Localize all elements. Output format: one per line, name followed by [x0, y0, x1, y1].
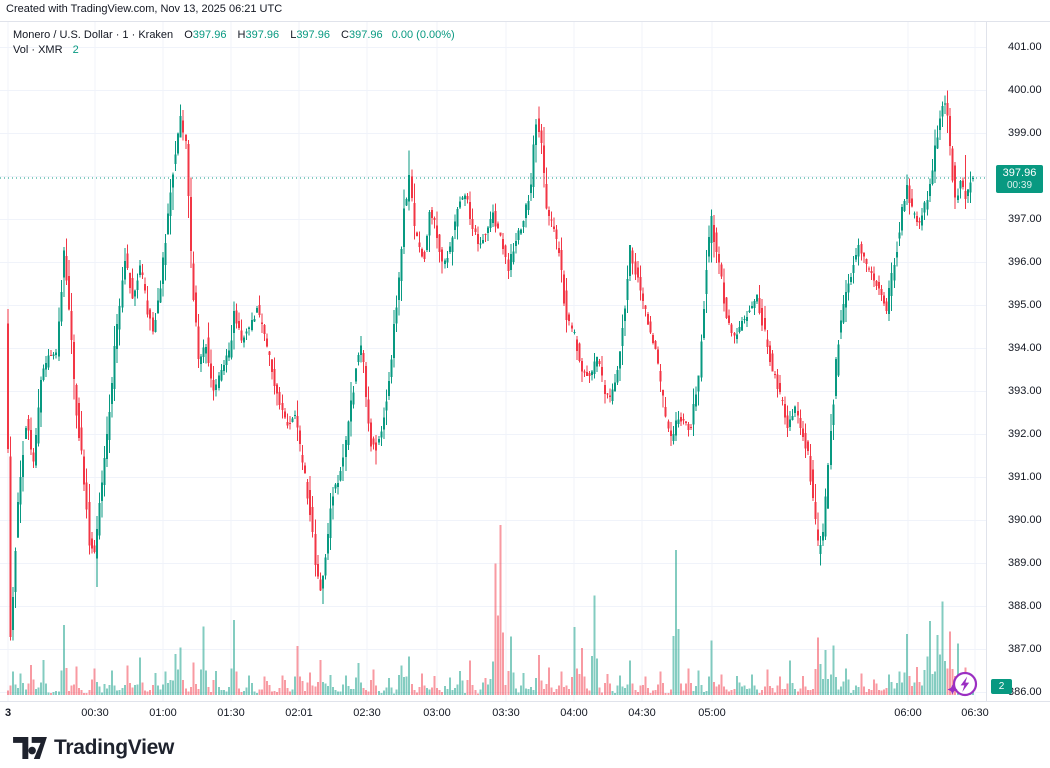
legend-line-main: Monero / U.S. Dollar · 1 · Kraken O397.9… — [13, 28, 455, 43]
time-axis-label: 06:30 — [961, 707, 989, 719]
ohlc-low: L397.96 — [290, 29, 330, 41]
price-axis-label: 392.00 — [1008, 428, 1042, 441]
time-axis-label: 05:00 — [698, 707, 726, 719]
time-axis-label: 01:30 — [217, 707, 245, 719]
current-price-badge: 397.96 00:39 — [996, 165, 1043, 193]
time-axis-label: 02:30 — [353, 707, 381, 719]
price-axis-label: 400.00 — [1008, 84, 1042, 97]
price-change: 0.00 (0.00%) — [391, 29, 455, 41]
price-axis-label: 396.00 — [1008, 256, 1042, 269]
time-axis-label: 03:30 — [492, 707, 520, 719]
price-axis-label: 399.00 — [1008, 127, 1042, 140]
time-axis-label: 03:00 — [423, 707, 451, 719]
volume-indicator-label: Vol · XMR — [13, 44, 63, 56]
price-axis-label: 387.00 — [1008, 643, 1042, 656]
boost-lightning-icon[interactable] — [944, 667, 982, 701]
symbol-title: Monero / U.S. Dollar · 1 · Kraken — [13, 29, 174, 41]
tradingview-brand-text: TradingView — [54, 736, 175, 759]
price-axis-label: 397.00 — [1008, 213, 1042, 226]
attribution-text: Created with TradingView.com, Nov 13, 20… — [6, 3, 283, 15]
price-axis-label: 389.00 — [1008, 557, 1042, 570]
price-axis-label: 386.00 — [1008, 686, 1042, 699]
time-axis-label: 04:30 — [628, 707, 656, 719]
ohlc-high: H397.96 — [237, 29, 280, 41]
price-axis[interactable]: 397.96 00:39 2 401.00 400.00 399.00 397.00 3… — [986, 22, 1050, 701]
tradingview-logo-link[interactable]: TradingView — [13, 736, 174, 760]
ohlc-open: O397.96 — [184, 29, 227, 41]
footer: TradingView — [13, 734, 174, 762]
price-axis-label: 391.00 — [1008, 471, 1042, 484]
price-axis-label: 395.00 — [1008, 299, 1042, 312]
tradingview-logo-icon — [13, 737, 47, 759]
price-axis-label: 393.00 — [1008, 385, 1042, 398]
time-axis-label: 04:00 — [560, 707, 588, 719]
time-axis-label: 01:00 — [149, 707, 177, 719]
time-axis-label: 3 — [4, 707, 12, 719]
ohlc-close: C397.96 — [341, 29, 383, 41]
time-axis-label: 02:01 — [285, 707, 313, 719]
price-chart-plot[interactable]: Monero / U.S. Dollar · 1 · Kraken O397.9… — [0, 22, 986, 701]
chart-widget: Monero / U.S. Dollar · 1 · Kraken O397.9… — [0, 21, 1050, 724]
price-axis-label: 388.00 — [1008, 600, 1042, 613]
legend-line-volume: Vol · XMR 2 — [13, 43, 455, 58]
volume-value-badge: 2 — [991, 679, 1012, 694]
current-price-value: 397.96 — [1002, 167, 1037, 179]
time-axis-label: 00:30 — [81, 707, 109, 719]
time-axis-label: 06:00 — [894, 707, 922, 719]
time-axis[interactable]: 3 00:30 01:00 01:30 02:01 02:30 03:00 03:30 04:0… — [0, 701, 1050, 725]
symbol-legend: Monero / U.S. Dollar · 1 · Kraken O397.9… — [13, 28, 455, 58]
price-axis-label: 390.00 — [1008, 514, 1042, 527]
price-axis-label: 394.00 — [1008, 342, 1042, 355]
bar-countdown: 00:39 — [1006, 180, 1033, 191]
candlestick-volume-chart — [0, 22, 986, 701]
volume-indicator-value: 2 — [72, 44, 79, 56]
price-axis-label: 401.00 — [1008, 41, 1042, 54]
